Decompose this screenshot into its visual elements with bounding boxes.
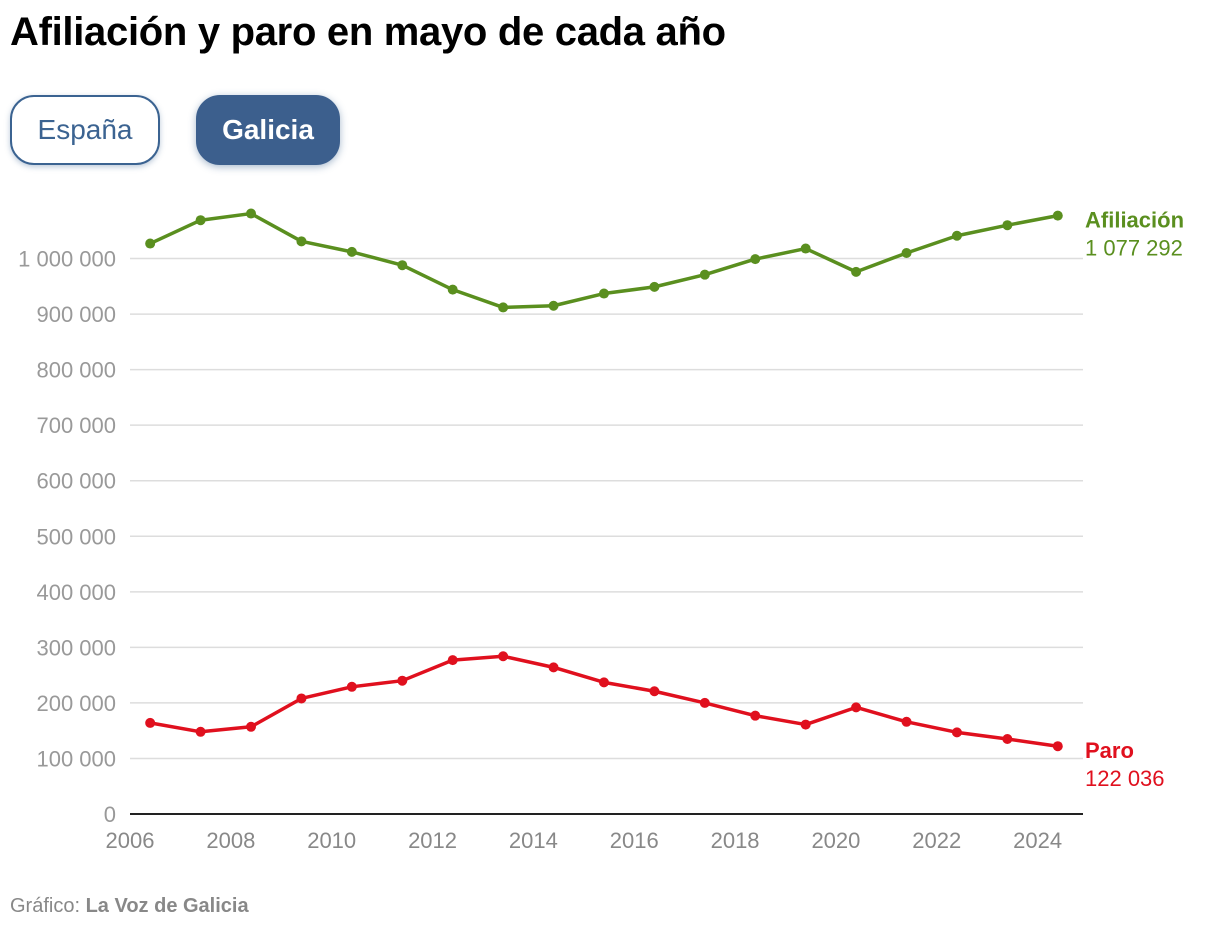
data-point-paro (750, 710, 761, 721)
data-point-afiliacion (1002, 220, 1013, 231)
tab-espana-label: España (37, 114, 133, 145)
footer-prefix: Gráfico: (10, 895, 86, 917)
data-point-paro (1052, 741, 1063, 752)
data-point-afiliacion (951, 230, 962, 241)
y-tick-label: 700 000 (36, 413, 116, 438)
data-point-paro (246, 721, 257, 732)
data-point-afiliacion (800, 243, 811, 254)
series-last-value-paro: 122 036 (1085, 766, 1165, 791)
line-chart: 0 100 000 200 000 300 000 400 000 500 000 600 … (18, 208, 1184, 853)
chart-title: Afiliación y paro en mayo de cada año (10, 10, 726, 54)
data-point-afiliacion (498, 302, 509, 313)
x-tick-label: 2020 (811, 828, 860, 853)
data-point-afiliacion (145, 238, 156, 249)
data-point-paro (598, 677, 609, 688)
x-tick-label: 2024 (1013, 828, 1062, 853)
x-tick-label: 2006 (106, 828, 155, 853)
data-point-afiliacion (296, 236, 307, 247)
data-point-afiliacion (1052, 210, 1063, 221)
x-tick-label: 2008 (206, 828, 255, 853)
series-label-afiliacion: Afiliación (1085, 208, 1184, 233)
data-point-afiliacion (397, 260, 408, 271)
data-point-paro (548, 662, 559, 673)
data-point-afiliacion (346, 246, 357, 257)
data-point-paro (901, 716, 912, 727)
data-point-paro (498, 651, 509, 662)
data-point-afiliacion (851, 266, 862, 277)
series-label-paro: Paro (1085, 738, 1134, 763)
x-tick-label: 2010 (307, 828, 356, 853)
footer-source: Gráfico: La Voz de Galicia (10, 895, 249, 918)
x-tick-label: 2012 (408, 828, 457, 853)
y-tick-label: 500 000 (36, 524, 116, 549)
y-tick-label: 600 000 (36, 469, 116, 494)
data-point-afiliacion (649, 281, 660, 292)
y-tick-label: 0 (104, 802, 116, 827)
data-point-afiliacion (901, 247, 912, 258)
x-tick-label: 2016 (610, 828, 659, 853)
series-line-paro (149, 654, 1059, 748)
x-tick-label: 2018 (711, 828, 760, 853)
y-tick-label: 200 000 (36, 691, 116, 716)
data-point-paro (397, 675, 408, 686)
data-point-paro (699, 697, 710, 708)
data-point-paro (649, 686, 660, 697)
data-point-afiliacion (246, 208, 257, 219)
data-point-paro (195, 726, 206, 737)
data-point-paro (145, 717, 156, 728)
tab-galicia[interactable]: Galicia (196, 95, 340, 165)
data-point-afiliacion (548, 300, 559, 311)
series-last-value-afiliacion: 1 077 292 (1085, 236, 1183, 261)
series (145, 208, 1063, 752)
y-tick-label: 1 000 000 (18, 247, 116, 272)
gridlines (130, 257, 1083, 760)
data-point-afiliacion (750, 254, 761, 265)
y-tick-label: 900 000 (36, 302, 116, 327)
tab-espana[interactable]: España (10, 95, 160, 165)
data-point-paro (800, 719, 811, 730)
x-axis-ticks: 2006 2008 2010 2012 2014 2016 2018 2020 2022 2024 (106, 828, 1063, 853)
x-tick-label: 2014 (509, 828, 558, 853)
data-point-afiliacion (699, 269, 710, 280)
data-point-paro (851, 702, 862, 713)
y-tick-label: 400 000 (36, 580, 116, 605)
data-point-paro (447, 655, 458, 666)
y-tick-label: 800 000 (36, 358, 116, 383)
y-tick-label: 100 000 (36, 746, 116, 771)
data-point-paro (951, 727, 962, 738)
x-tick-label: 2022 (912, 828, 961, 853)
y-axis-ticks: 0 100 000 200 000 300 000 400 000 500 000 600 … (18, 247, 116, 827)
tab-galicia-label: Galicia (222, 114, 314, 145)
data-point-afiliacion (195, 215, 206, 226)
data-point-paro (346, 681, 357, 692)
data-point-paro (1002, 734, 1013, 745)
data-point-afiliacion (598, 288, 609, 299)
footer-source-name: La Voz de Galicia (85, 895, 249, 917)
series-end-labels: Afiliación 1 077 292 Paro 122 036 (1085, 208, 1184, 792)
data-point-paro (296, 693, 307, 704)
data-point-afiliacion (447, 284, 458, 295)
y-tick-label: 300 000 (36, 635, 116, 660)
